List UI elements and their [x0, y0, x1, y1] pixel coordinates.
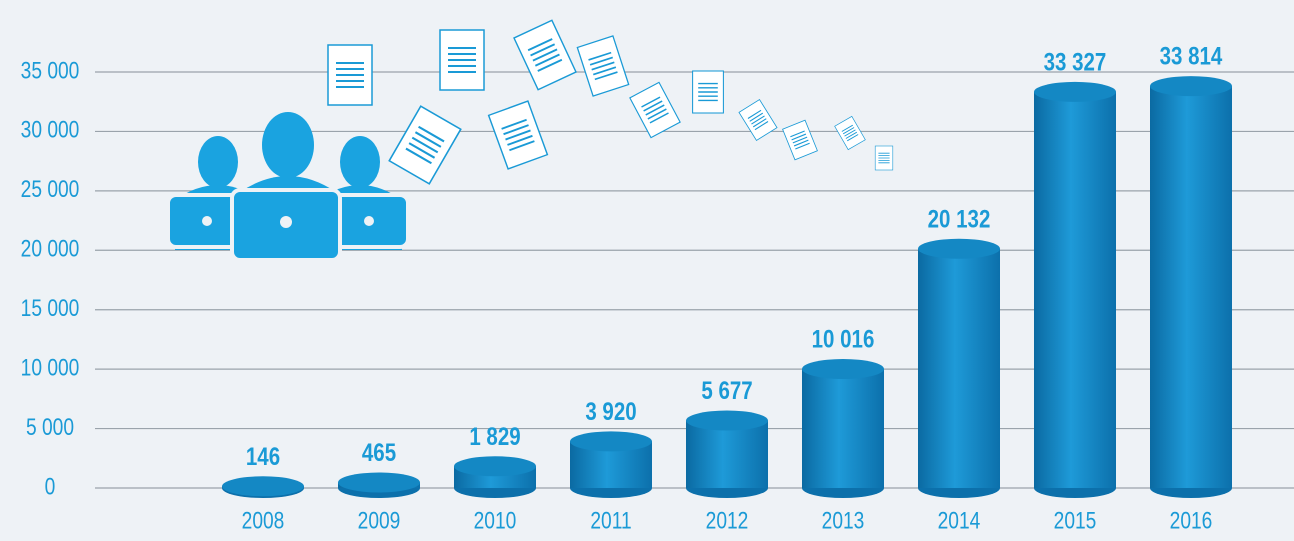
head — [198, 136, 238, 188]
illustration — [166, 19, 894, 262]
value-label: 465 — [362, 438, 396, 466]
x-tick-label: 2011 — [590, 506, 631, 534]
value-label: 33 814 — [1160, 42, 1223, 70]
value-label: 33 327 — [1044, 48, 1107, 76]
dot — [202, 216, 212, 226]
y-tick-label: 25 000 — [21, 175, 80, 203]
bar-top — [802, 358, 884, 379]
head — [262, 112, 314, 178]
bar — [1150, 86, 1232, 488]
people-icon — [166, 112, 410, 262]
head — [340, 136, 380, 188]
y-tick-label: 35 000 — [21, 56, 80, 84]
cylinder — [918, 238, 1000, 498]
dot — [280, 216, 292, 228]
bar-top — [338, 472, 420, 493]
bar-top — [222, 476, 304, 497]
value-label: 10 016 — [812, 325, 875, 353]
value-label: 1 829 — [469, 422, 520, 450]
bar-top — [454, 456, 536, 477]
bar-top — [1150, 76, 1232, 97]
y-tick-label: 15 000 — [21, 294, 80, 322]
bar-top — [570, 431, 652, 452]
bar-top — [918, 238, 1000, 259]
cylinder — [338, 472, 420, 498]
value-label: 3 920 — [585, 397, 636, 425]
cylinder — [454, 456, 536, 498]
y-tick-label: 20 000 — [21, 235, 80, 263]
document-icon — [439, 29, 485, 91]
x-tick-label: 2008 — [242, 506, 285, 534]
cylinder — [686, 410, 768, 498]
bar — [918, 248, 1000, 488]
bar-top — [686, 410, 768, 431]
x-tick-label: 2013 — [822, 506, 865, 534]
y-tick-label: 5 000 — [26, 413, 74, 441]
document-icon — [691, 70, 725, 114]
x-tick-label: 2016 — [1170, 506, 1213, 534]
cylinder — [570, 431, 652, 498]
x-tick-label: 2012 — [706, 506, 749, 534]
cylinder — [802, 358, 884, 498]
document-icon — [874, 145, 894, 171]
value-label: 20 132 — [928, 204, 991, 232]
value-label: 146 — [246, 442, 280, 470]
dot — [364, 216, 374, 226]
bar-top — [1034, 81, 1116, 102]
x-tick-label: 2010 — [474, 506, 517, 534]
value-label: 5 677 — [701, 376, 752, 404]
y-tick-label: 10 000 — [21, 353, 80, 381]
cylinder — [1150, 76, 1232, 498]
bar — [686, 420, 768, 488]
x-tick-label: 2015 — [1054, 506, 1097, 534]
y-tick-label: 0 — [45, 472, 56, 500]
cylinder — [1034, 81, 1116, 498]
x-tick-label: 2014 — [938, 506, 981, 534]
bar — [1034, 91, 1116, 488]
x-tick-label: 2009 — [358, 506, 401, 534]
document-icon — [327, 44, 373, 106]
cylinder — [222, 476, 304, 498]
y-tick-label: 30 000 — [21, 116, 80, 144]
bar — [802, 368, 884, 488]
